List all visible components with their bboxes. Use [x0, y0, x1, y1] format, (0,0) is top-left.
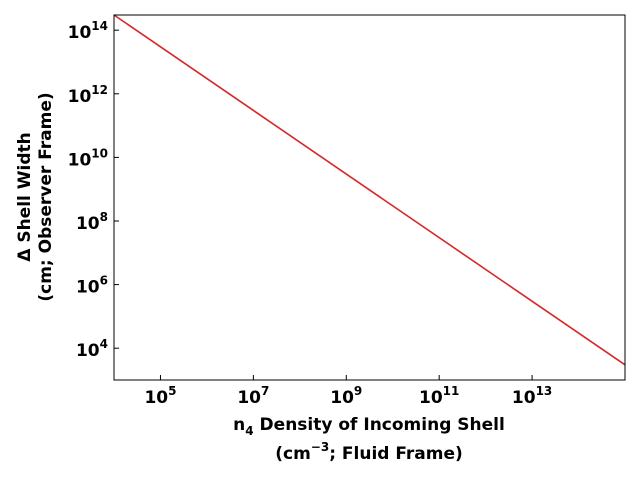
x-axis-label-line2: (cm−3; Fluid Frame) [275, 440, 463, 464]
x-tick-label: 1013 [512, 384, 552, 408]
y-axis-ticks: 104 106 108 1010 1012 1014 [68, 19, 119, 361]
plot-frame [113, 14, 626, 381]
x-axis-label-line1: n4 Density of Incoming Shell [233, 415, 505, 438]
y-axis-label-line1: Δ Shell Width [15, 132, 35, 262]
series-line-0 [113, 14, 626, 366]
y-tick-label: 108 [76, 210, 108, 234]
y-tick-label: 1012 [68, 83, 108, 107]
x-tick-label: 107 [237, 384, 269, 408]
x-tick-label: 1011 [419, 384, 459, 408]
y-tick-label: 106 [76, 274, 108, 298]
y-axis-label-line2: (cm; Observer Frame) [36, 92, 56, 301]
y-tick-label: 1014 [68, 19, 108, 43]
x-axis-ticks: 105 107 109 1011 1013 [144, 375, 552, 408]
plot-layer [113, 14, 626, 366]
y-tick-label: 104 [76, 337, 108, 361]
y-tick-label: 1010 [68, 146, 108, 170]
x-tick-label: 105 [144, 384, 176, 408]
x-tick-label: 109 [330, 384, 362, 408]
